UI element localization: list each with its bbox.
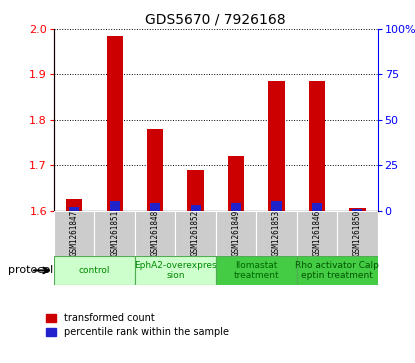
Bar — [95, 211, 135, 256]
Text: Rho activator Calp
eptin treatment: Rho activator Calp eptin treatment — [295, 261, 379, 280]
Bar — [147, 129, 163, 211]
Bar — [231, 203, 241, 211]
Bar — [176, 211, 216, 256]
Bar — [135, 211, 176, 256]
Text: Ilomastat
treatment: Ilomastat treatment — [234, 261, 279, 280]
Bar — [135, 256, 216, 285]
Bar — [297, 211, 337, 256]
Bar — [69, 207, 79, 211]
Bar — [256, 211, 297, 256]
Bar — [337, 211, 378, 256]
Text: GSM1261848: GSM1261848 — [151, 210, 160, 256]
Text: GSM1261852: GSM1261852 — [191, 210, 200, 256]
Text: GSM1261851: GSM1261851 — [110, 210, 119, 256]
Bar — [66, 199, 82, 211]
Bar — [216, 211, 256, 256]
Text: GSM1261853: GSM1261853 — [272, 210, 281, 256]
Bar — [107, 36, 123, 211]
Bar — [312, 203, 322, 211]
Bar — [228, 156, 244, 211]
Bar — [309, 81, 325, 211]
Bar — [349, 208, 366, 211]
Bar — [110, 201, 120, 211]
Bar — [352, 209, 362, 211]
Text: protocol: protocol — [8, 265, 54, 276]
Bar — [271, 201, 281, 211]
Text: GSM1261850: GSM1261850 — [353, 210, 362, 256]
Text: EphA2-overexpres
sion: EphA2-overexpres sion — [134, 261, 217, 280]
Bar — [54, 256, 135, 285]
Text: GSM1261847: GSM1261847 — [70, 210, 79, 256]
Title: GDS5670 / 7926168: GDS5670 / 7926168 — [146, 12, 286, 26]
Text: control: control — [79, 266, 110, 275]
Bar — [188, 170, 204, 211]
Text: GSM1261846: GSM1261846 — [312, 210, 322, 256]
Text: GSM1261849: GSM1261849 — [232, 210, 241, 256]
Legend: transformed count, percentile rank within the sample: transformed count, percentile rank withi… — [46, 313, 229, 337]
Bar — [216, 256, 297, 285]
Bar — [54, 211, 95, 256]
Bar — [150, 203, 160, 211]
Bar — [190, 205, 200, 211]
Bar — [297, 256, 378, 285]
Bar — [269, 81, 285, 211]
